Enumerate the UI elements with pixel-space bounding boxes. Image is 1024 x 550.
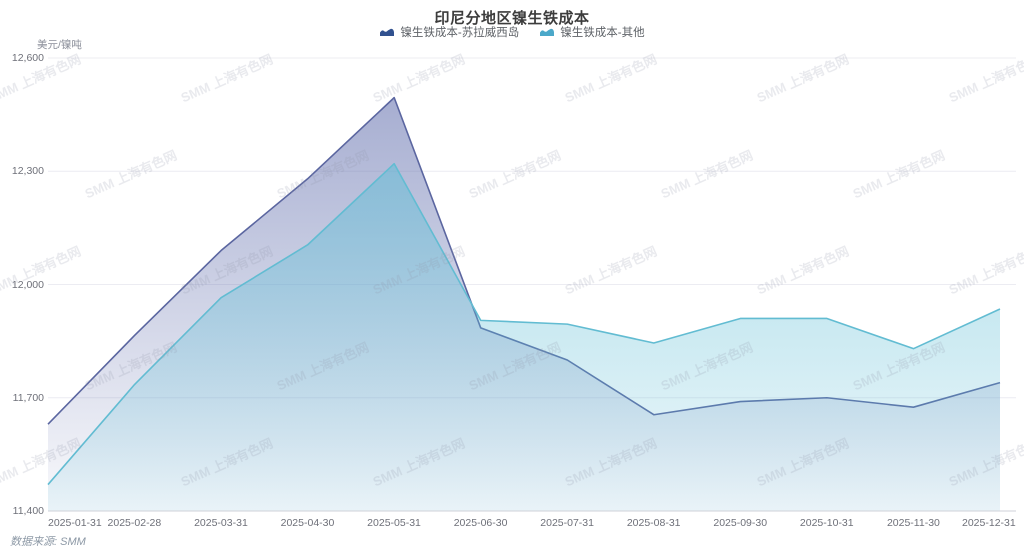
legend: 镍生铁成本-苏拉威西岛 镍生铁成本-其他 <box>0 24 1024 40</box>
x-axis-tick-label: 2025-02-28 <box>107 517 162 529</box>
area-series-icon <box>540 28 555 36</box>
y-axis-tick-label: 12,600 <box>11 52 44 64</box>
y-axis-tick-label: 11,400 <box>12 505 44 517</box>
y-axis-tick-label: 11,700 <box>12 391 44 404</box>
x-axis-tick-label: 2025-12-31 <box>962 517 1016 529</box>
x-axis-tick-label: 2025-06-30 <box>453 517 508 529</box>
chart-title: 印尼分地区镍生铁成本 <box>434 10 590 27</box>
x-axis-tick-label: 2025-07-31 <box>540 517 594 529</box>
x-axis-tick-label: 2025-10-31 <box>799 517 854 529</box>
data-source-note: 数据来源: SMM <box>10 536 86 548</box>
x-axis-tick-label: 2025-03-31 <box>194 517 248 529</box>
legend-item-sulawesi[interactable]: 镍生铁成本-苏拉威西岛 <box>379 24 519 40</box>
area-series-icon <box>380 28 395 36</box>
x-axis-tick-label: 2025-09-30 <box>713 517 768 529</box>
x-axis-tick-label: 2025-01-31 <box>48 517 102 529</box>
legend-item-other[interactable]: 镍生铁成本-其他 <box>539 24 645 40</box>
legend-label: 镍生铁成本-其他 <box>560 27 645 39</box>
legend-label: 镍生铁成本-苏拉威西岛 <box>400 27 520 39</box>
line-series-1 <box>47 162 1001 486</box>
area-fill-series-1 <box>48 163 1000 511</box>
y-axis-unit-label: 美元/镍吨 <box>37 39 82 51</box>
y-axis-tick-label: 12,000 <box>11 278 44 291</box>
x-axis-tick-label: 2025-08-31 <box>626 517 681 529</box>
x-axis-tick-label: 2025-11-30 <box>886 517 940 529</box>
y-axis-tick-label: 12,300 <box>11 165 44 178</box>
x-axis-tick-label: 2025-04-30 <box>280 517 335 529</box>
x-axis-tick-label: 2025-05-31 <box>367 517 421 529</box>
